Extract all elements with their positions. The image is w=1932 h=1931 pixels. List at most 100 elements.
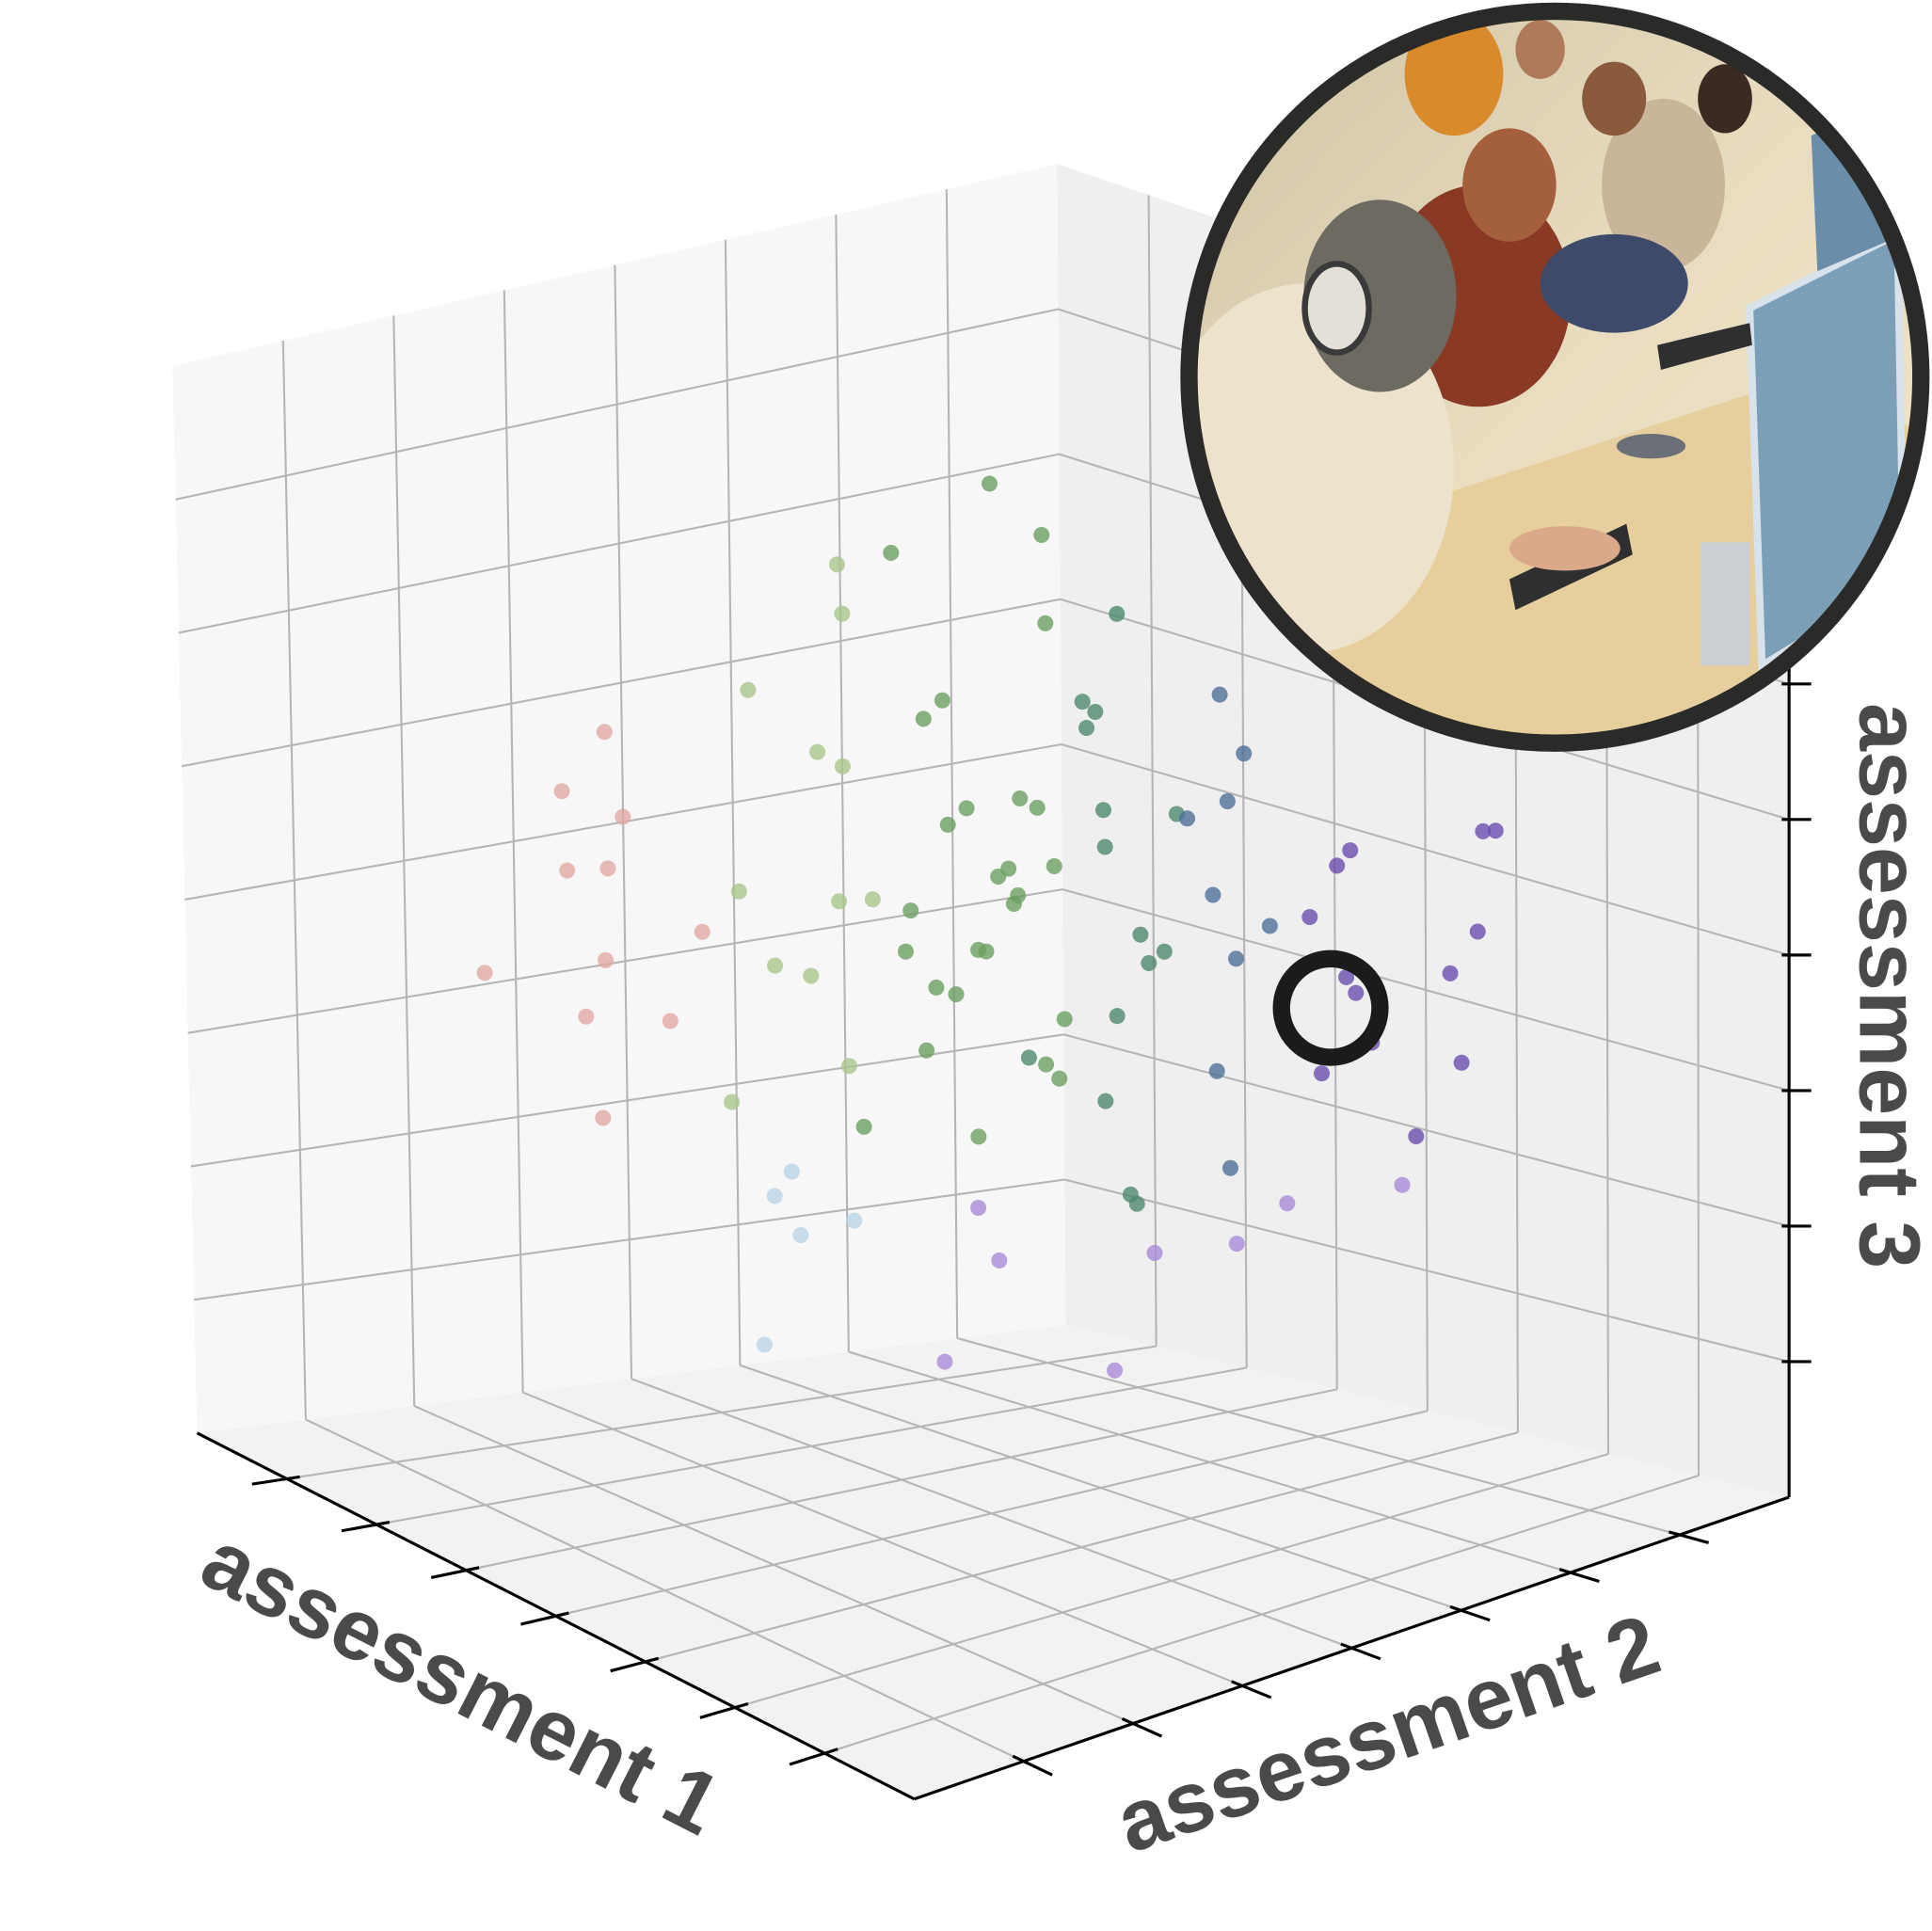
point <box>846 1212 863 1229</box>
highlight-ring <box>1272 950 1389 1066</box>
point <box>1301 909 1318 926</box>
point <box>476 965 493 981</box>
point <box>756 1336 773 1353</box>
point <box>615 808 631 825</box>
point <box>828 556 845 573</box>
point <box>831 893 848 910</box>
grid-line <box>413 1405 1134 1725</box>
grid-line <box>522 1391 1243 1687</box>
person-head <box>1515 20 1565 79</box>
point <box>1109 1008 1126 1025</box>
point <box>724 1093 741 1110</box>
point <box>1056 1011 1073 1028</box>
point <box>559 862 576 879</box>
point <box>1078 720 1095 737</box>
point <box>970 1200 987 1217</box>
point <box>595 1109 612 1126</box>
point <box>939 816 956 833</box>
grid-line <box>190 1033 1064 1168</box>
mouse <box>1616 434 1686 459</box>
point <box>1279 1195 1296 1212</box>
point <box>694 923 711 940</box>
point <box>1219 792 1236 809</box>
grid-line <box>194 1178 1065 1301</box>
point <box>1074 694 1091 710</box>
point <box>1122 1186 1139 1203</box>
grid-line <box>1062 1033 1790 1227</box>
point <box>596 724 613 741</box>
point <box>1000 860 1017 877</box>
tick-mark <box>610 1656 660 1673</box>
tick-mark <box>1449 1604 1491 1622</box>
point <box>783 1163 800 1180</box>
point <box>840 1058 857 1075</box>
point <box>1338 968 1355 985</box>
point <box>803 967 820 984</box>
point <box>1005 896 1022 913</box>
point <box>740 681 757 698</box>
point <box>1037 614 1054 631</box>
point <box>1342 842 1359 859</box>
point <box>1313 1065 1331 1082</box>
person-head <box>1698 64 1752 134</box>
point <box>1348 984 1365 1001</box>
point <box>809 743 826 760</box>
grid-line <box>848 1350 1572 1574</box>
grid-line <box>956 1337 1681 1537</box>
point <box>902 902 919 919</box>
point <box>1236 745 1253 762</box>
point <box>1087 704 1104 721</box>
point <box>553 783 570 800</box>
tick-mark <box>699 1701 749 1719</box>
point <box>598 951 615 968</box>
point <box>970 1128 987 1145</box>
person <box>1540 233 1688 333</box>
point <box>1094 802 1111 819</box>
point <box>1179 810 1196 827</box>
point <box>897 943 914 960</box>
point <box>1261 918 1278 934</box>
point <box>834 605 851 622</box>
tick-mark <box>1668 1530 1710 1544</box>
grid-line <box>178 453 1060 634</box>
person-head <box>1462 128 1557 242</box>
point <box>883 545 900 562</box>
point <box>599 860 616 877</box>
tick-mark <box>430 1566 480 1579</box>
left-pane <box>172 164 1066 1433</box>
point <box>1208 1062 1225 1079</box>
inset-illustration <box>1180 2 1930 752</box>
grid-line <box>175 308 1059 501</box>
inset-painting <box>1190 12 1920 742</box>
point <box>1096 838 1113 855</box>
point <box>1453 1054 1470 1071</box>
inset-frame <box>1180 2 1930 752</box>
point <box>1156 943 1173 960</box>
keyboard <box>1657 323 1752 370</box>
tick-mark <box>1012 1754 1053 1777</box>
person <box>1404 12 1504 136</box>
point <box>1394 1176 1411 1193</box>
point <box>766 1188 783 1205</box>
point <box>662 1013 679 1029</box>
point <box>934 692 950 709</box>
point <box>1475 822 1492 839</box>
point <box>1029 799 1046 816</box>
points <box>476 475 1504 1379</box>
monitor-stand <box>1700 542 1750 666</box>
tick-mark <box>1558 1568 1600 1584</box>
person <box>1602 98 1726 272</box>
point <box>1329 857 1346 874</box>
point <box>792 1226 809 1243</box>
tick-mark <box>520 1611 569 1626</box>
point <box>730 883 747 900</box>
point <box>1408 1127 1425 1144</box>
point <box>1487 822 1504 839</box>
grid-line <box>181 598 1062 768</box>
point <box>948 986 965 1003</box>
point <box>991 1252 1008 1269</box>
monitor <box>1746 228 1908 673</box>
point <box>1012 790 1029 806</box>
tick-mark <box>341 1521 391 1533</box>
